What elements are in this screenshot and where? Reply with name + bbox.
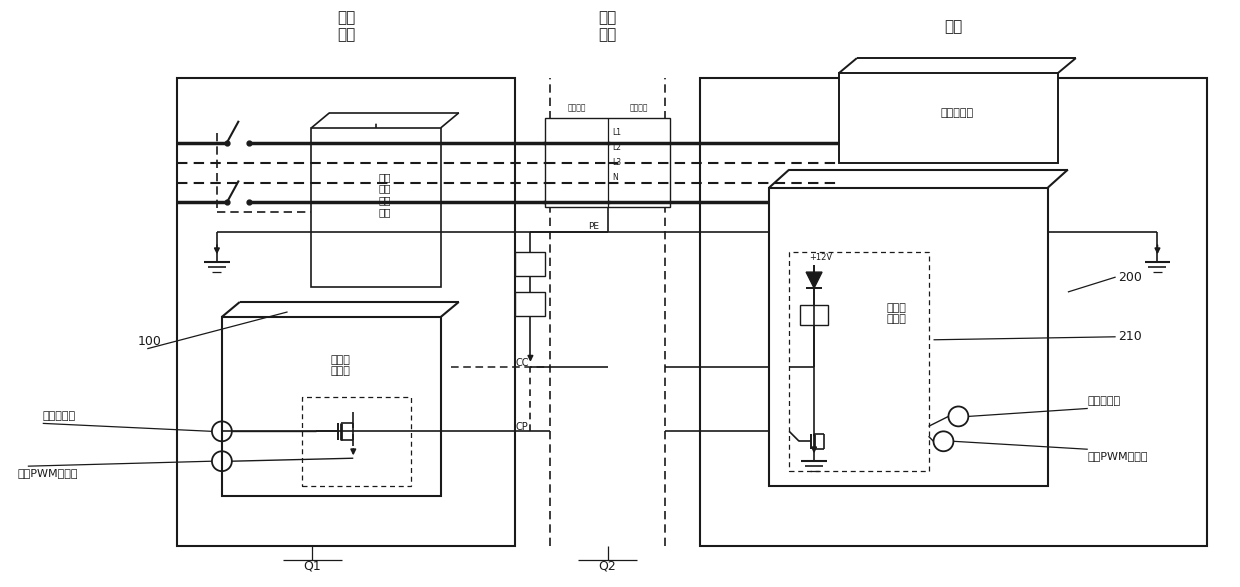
Text: L1: L1 [613,129,621,137]
Text: PE: PE [589,222,600,231]
Bar [800,305,828,325]
Text: 充电
接口: 充电 接口 [599,10,616,42]
Bar [699,78,1208,546]
Bar [789,252,929,471]
Text: 供电控
制装置: 供电控 制装置 [330,355,350,376]
Text: Q1: Q1 [304,559,321,572]
Text: 车辆插座: 车辆插座 [630,103,649,112]
Text: 100: 100 [138,335,161,348]
Text: 第一检测端: 第一检测端 [42,411,76,421]
Text: +12V: +12V [810,252,832,262]
Text: 充电控
制装置: 充电控 制装置 [887,303,906,324]
Bar [546,118,670,207]
Text: 剩余
电流
保护
装置: 剩余 电流 保护 装置 [379,172,392,217]
Text: Q2: Q2 [599,559,616,572]
Bar [769,187,1048,486]
Bar [177,78,516,546]
Text: 第二检测端: 第二检测端 [1087,396,1121,406]
Text: 车辆: 车辆 [945,19,962,34]
Text: 供电
设备: 供电 设备 [337,10,356,42]
Bar [516,292,546,316]
Text: CP: CP [516,423,528,433]
Polygon shape [806,272,822,288]
Bar [516,252,546,276]
Text: 车载充电机: 车载充电机 [941,108,973,118]
Text: 第一PWM控制端: 第一PWM控制端 [17,468,78,478]
Text: 车辆插头: 车辆插头 [567,103,585,112]
Bar [301,396,410,486]
Bar [839,73,1058,163]
Bar [222,317,441,496]
Text: 210: 210 [1117,330,1141,343]
Text: CC: CC [516,357,529,367]
Text: 第二PWM控制端: 第二PWM控制端 [1087,451,1148,461]
Text: L3: L3 [613,158,621,167]
Text: 200: 200 [1117,271,1142,284]
Bar [311,128,441,287]
Text: N: N [613,173,619,182]
Text: L2: L2 [613,143,621,152]
